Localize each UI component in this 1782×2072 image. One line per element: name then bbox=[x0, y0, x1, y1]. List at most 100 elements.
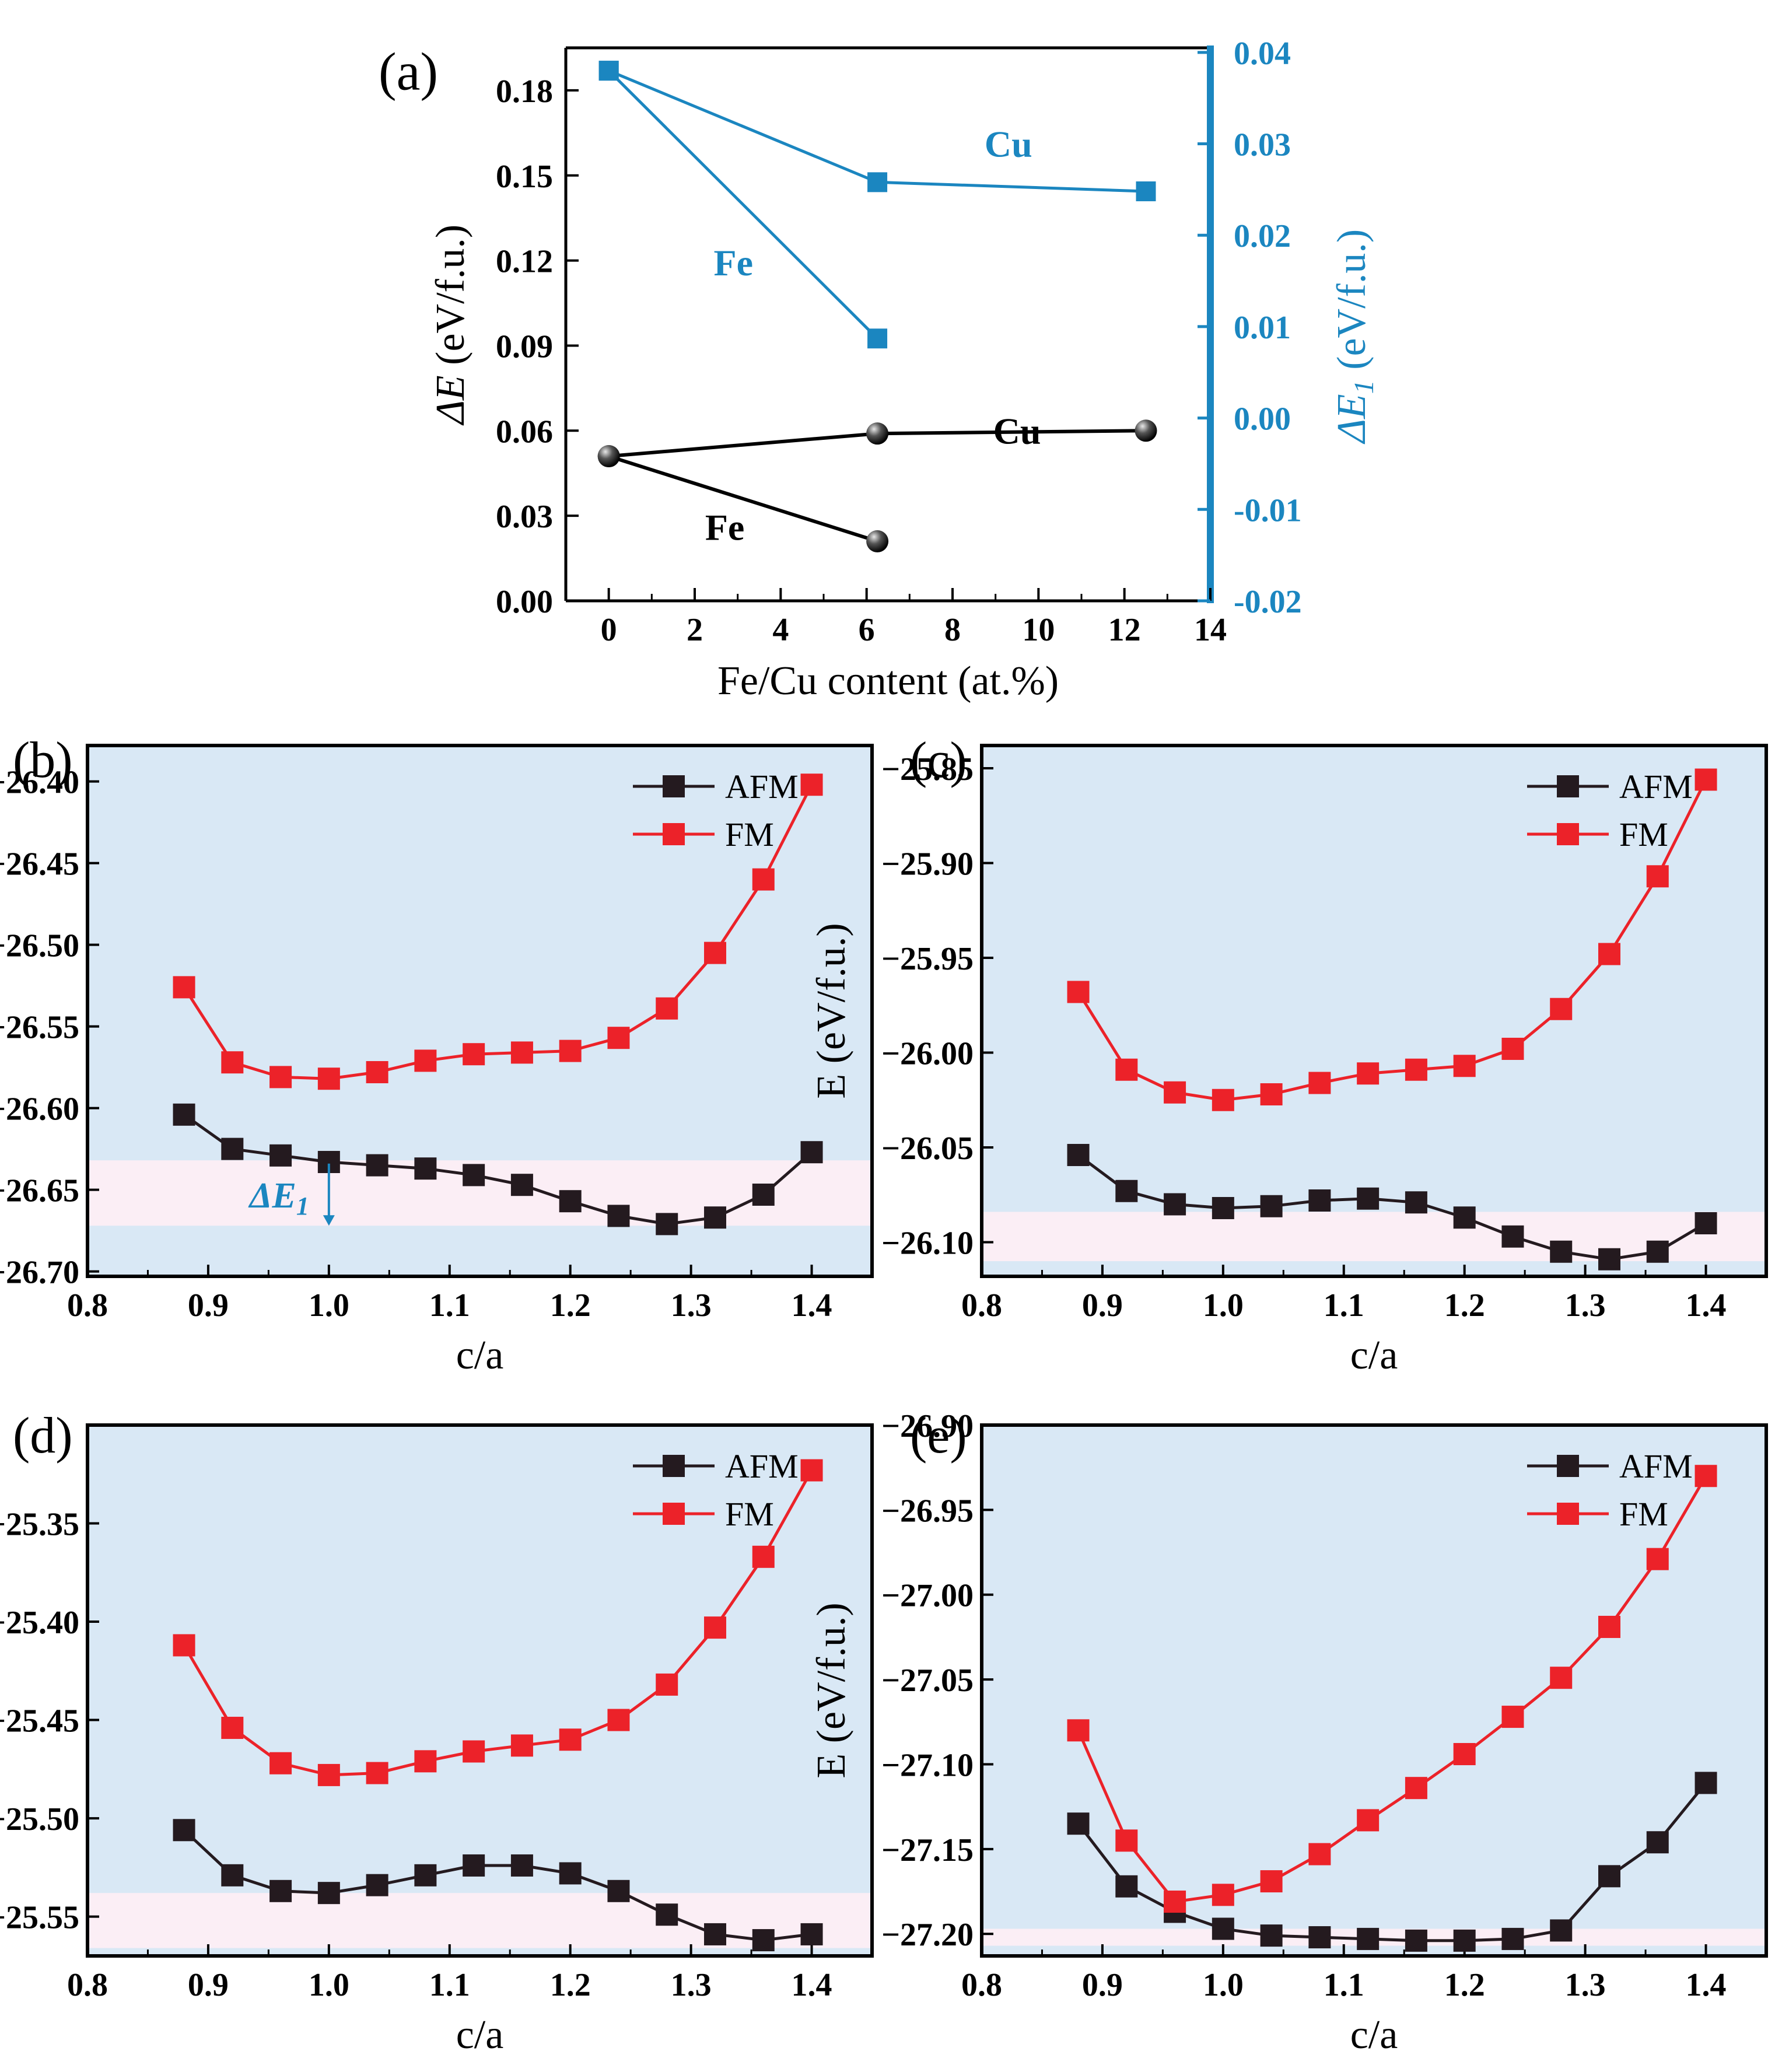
point-marker-d-fm bbox=[752, 1545, 775, 1568]
point-marker-b-fm bbox=[414, 1049, 437, 1072]
point-marker-d-fm bbox=[607, 1709, 630, 1731]
y-tick-label-e: −26.90 bbox=[881, 1408, 974, 1444]
x-tick-label-c: 1.4 bbox=[1686, 1287, 1727, 1324]
y-tick-label-e: −27.20 bbox=[881, 1917, 974, 1953]
point-marker-c-afm bbox=[1357, 1187, 1380, 1210]
point-marker-e-fm bbox=[1598, 1615, 1620, 1638]
x-axis-label-d: c/a bbox=[456, 2013, 504, 2057]
x-tick-label-d: 1.1 bbox=[429, 1967, 470, 2003]
x-axis-label-a: Fe/Cu content (at.%) bbox=[717, 659, 1059, 704]
y-axis-label-c: E (eV/f.u.) bbox=[809, 923, 854, 1098]
y-axis-label-left-unit: (eV/f.u.) bbox=[428, 225, 473, 376]
point-marker-e-afm bbox=[1550, 1919, 1573, 1942]
y-tick-label-e: −27.00 bbox=[881, 1578, 974, 1614]
y-axis-label-right-unit: (eV/f.u.) bbox=[1329, 229, 1374, 380]
point-marker-b-afm bbox=[752, 1184, 775, 1206]
point-marker-a bbox=[866, 422, 889, 445]
point-marker-a bbox=[866, 530, 889, 552]
legend-marker-b-fm bbox=[663, 823, 685, 845]
point-marker-e-afm bbox=[1308, 1926, 1331, 1949]
point-marker-c-afm bbox=[1308, 1189, 1331, 1212]
point-marker-c-afm bbox=[1598, 1248, 1620, 1270]
x-tick-label-c: 1.1 bbox=[1324, 1287, 1364, 1324]
point-marker-c-fm bbox=[1550, 998, 1573, 1020]
delta-arrow-head bbox=[323, 1215, 335, 1226]
point-marker-e-fm bbox=[1115, 1829, 1138, 1852]
point-marker-d-fm bbox=[510, 1734, 533, 1757]
point-marker-b-afm bbox=[221, 1138, 244, 1160]
x-axis-label-e: c/a bbox=[1350, 2013, 1398, 2057]
y-tick-label-left-a: 0.06 bbox=[496, 414, 553, 450]
point-marker-e-fm bbox=[1308, 1843, 1331, 1866]
point-marker-b-afm bbox=[559, 1190, 582, 1213]
y-tick-label-e: −27.15 bbox=[881, 1832, 974, 1868]
y-tick-label-b: −26.65 bbox=[0, 1173, 79, 1209]
point-marker-b-afm bbox=[704, 1206, 726, 1229]
point-marker-e-afm bbox=[1646, 1831, 1669, 1854]
x-tick-label-e: 1.1 bbox=[1324, 1967, 1364, 2003]
point-marker-e-fm bbox=[1646, 1548, 1669, 1570]
x-axis-label-c: c/a bbox=[1350, 1333, 1398, 1378]
legend-label-c-fm: FM bbox=[1619, 816, 1668, 853]
legend-marker-b-afm bbox=[663, 775, 685, 797]
point-marker-b-fm bbox=[607, 1027, 630, 1049]
point-marker-b-afm bbox=[800, 1141, 823, 1164]
y-tick-label-right-a: 0.01 bbox=[1234, 310, 1291, 346]
x-tick-label-a: 0 bbox=[601, 612, 617, 648]
x-tick-label-b: 0.8 bbox=[67, 1287, 108, 1324]
point-marker-e-fm bbox=[1212, 1884, 1234, 1906]
y-tick-label-c: −25.95 bbox=[881, 941, 974, 977]
panel-label-d: (d) bbox=[13, 1408, 73, 1464]
point-marker-d-afm bbox=[173, 1819, 195, 1842]
plot-frame-b bbox=[86, 744, 874, 1278]
point-marker-b-afm bbox=[607, 1205, 630, 1227]
point-marker-d-afm bbox=[463, 1854, 485, 1877]
panel-label-b: (b) bbox=[13, 732, 73, 789]
point-marker-c-fm bbox=[1164, 1081, 1186, 1104]
y-tick-label-c: −25.85 bbox=[881, 751, 974, 788]
point-marker-d-afm bbox=[607, 1880, 630, 1902]
point-marker-e-fm bbox=[1357, 1809, 1380, 1832]
point-marker-b-afm bbox=[510, 1174, 533, 1196]
x-tick-label-a: 10 bbox=[1022, 612, 1055, 648]
x-tick-label-d: 1.2 bbox=[550, 1967, 591, 2003]
y-tick-label-left-a: 0.09 bbox=[496, 328, 553, 365]
panel-label-c: (c) bbox=[910, 732, 967, 789]
point-marker-d-fm bbox=[173, 1634, 195, 1657]
point-marker-c-fm bbox=[1260, 1083, 1283, 1105]
point-marker-c-fm bbox=[1598, 943, 1620, 965]
legend-label-e-afm: AFM bbox=[1619, 1447, 1693, 1485]
point-marker-e-afm bbox=[1067, 1812, 1090, 1835]
point-marker-d-afm bbox=[656, 1903, 678, 1926]
point-marker-a bbox=[1135, 419, 1157, 442]
y-axis-label-left-symbol: ΔE bbox=[428, 375, 473, 426]
x-tick-label-a: 12 bbox=[1108, 612, 1141, 648]
point-marker-d-afm bbox=[269, 1880, 292, 1902]
point-marker-e-fm bbox=[1550, 1667, 1573, 1689]
point-marker-e-fm bbox=[1501, 1706, 1524, 1728]
point-marker-d-fm bbox=[366, 1762, 388, 1784]
point-marker-d-fm bbox=[800, 1459, 823, 1482]
x-tick-label-a: 14 bbox=[1194, 612, 1227, 648]
point-marker-e-afm bbox=[1598, 1865, 1620, 1888]
point-marker-c-afm bbox=[1164, 1193, 1186, 1216]
legend-marker-d-fm bbox=[663, 1503, 685, 1525]
x-tick-label-d: 1.3 bbox=[671, 1967, 712, 2003]
point-marker-b-fm bbox=[800, 774, 823, 796]
x-tick-label-d: 1.0 bbox=[309, 1967, 349, 2003]
legend-label-b-afm: AFM bbox=[725, 768, 799, 806]
x-tick-label-e: 0.8 bbox=[961, 1967, 1002, 2003]
x-tick-label-c: 0.8 bbox=[961, 1287, 1002, 1324]
y-tick-label-d: −25.50 bbox=[0, 1801, 79, 1838]
x-tick-label-c: 0.9 bbox=[1082, 1287, 1123, 1324]
point-marker-b-afm bbox=[269, 1144, 292, 1167]
panel-label-e: (e) bbox=[910, 1408, 967, 1464]
point-marker-b-afm bbox=[173, 1103, 195, 1126]
x-tick-label-b: 1.3 bbox=[671, 1287, 712, 1324]
point-marker-e-afm bbox=[1357, 1927, 1380, 1950]
y-tick-label-c: −25.90 bbox=[881, 846, 974, 883]
point-marker-b-fm bbox=[366, 1061, 388, 1083]
annotation-a-2: Cu bbox=[993, 410, 1041, 452]
point-marker-d-afm bbox=[366, 1874, 388, 1896]
